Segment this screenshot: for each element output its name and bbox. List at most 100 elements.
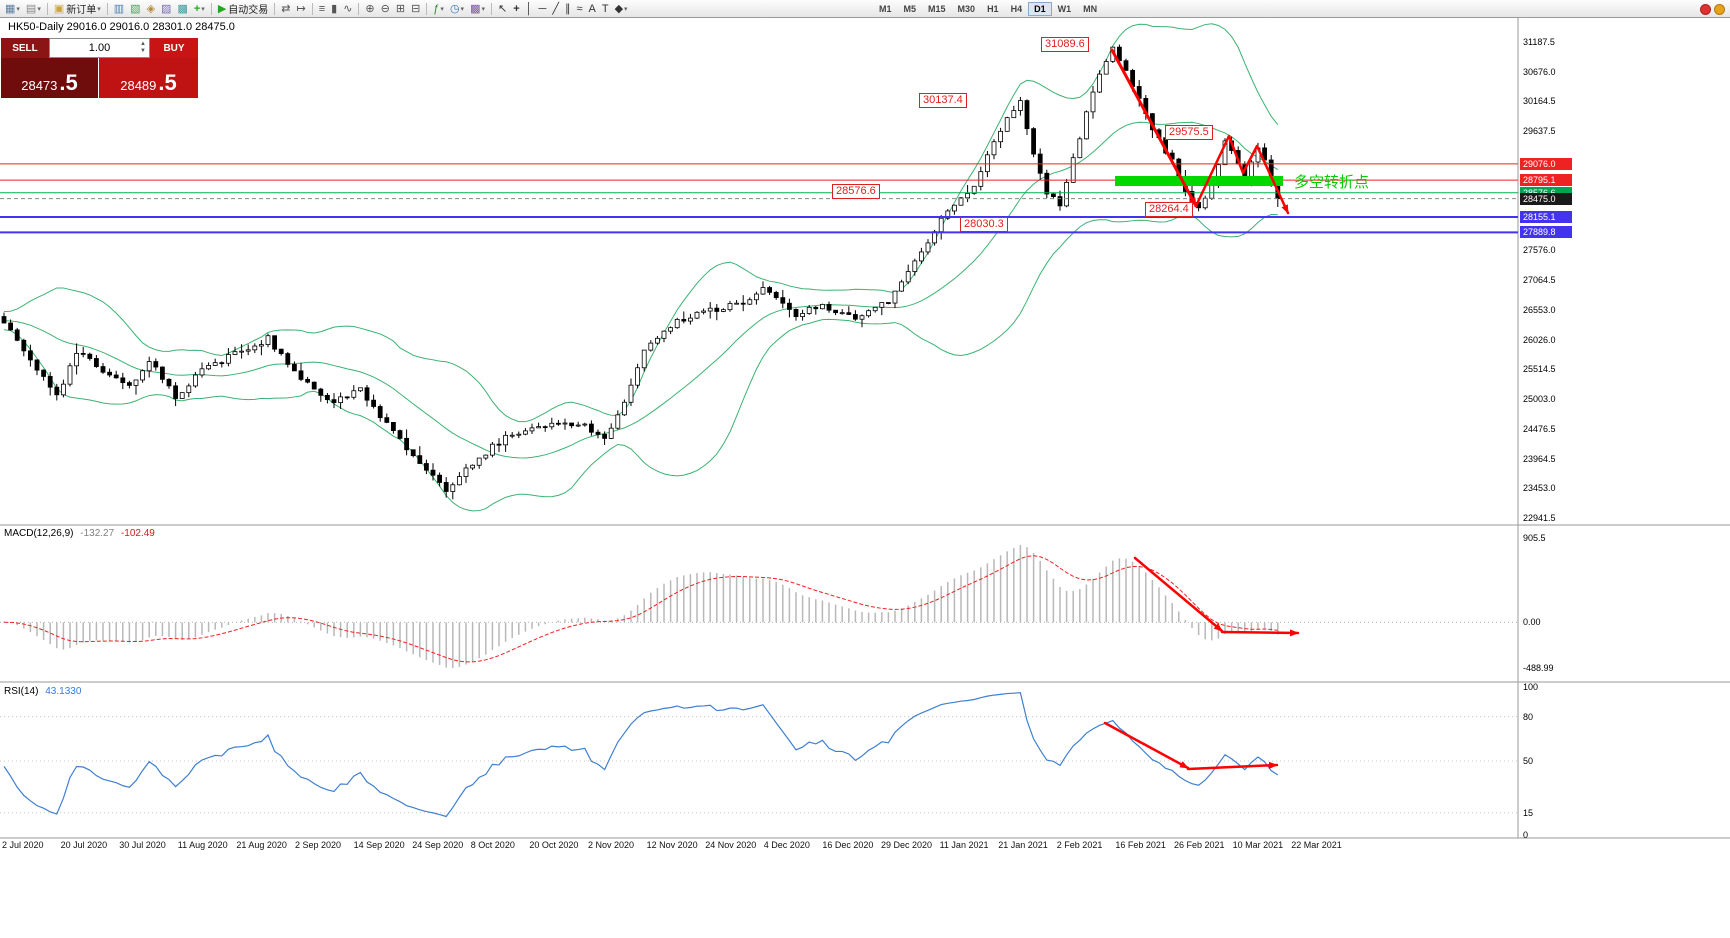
news-status-icon[interactable] <box>1714 4 1725 15</box>
timeframe-m30-button[interactable]: M30 <box>957 3 976 14</box>
text-label-icon[interactable]: T <box>599 1 612 16</box>
toolbar-separator <box>106 2 108 15</box>
dropdown-arrow-icon: ▾ <box>481 5 485 13</box>
zoom-out-icon[interactable]: ⊖ <box>378 1 393 16</box>
toolbar-separator <box>426 2 428 15</box>
toolbar-separator <box>46 2 48 15</box>
volume-down-button[interactable]: ▼ <box>140 48 146 54</box>
dropdown-arrow-icon: ▾ <box>97 5 101 13</box>
bar-chart-icon-glyph: ≡ <box>318 2 326 15</box>
terminal-icon-glyph: ▨ <box>161 3 172 15</box>
new-order-icon-glyph: ▣ <box>53 3 65 15</box>
fibonacci-icon-glyph: ≈ <box>576 2 583 15</box>
market-watch-icon[interactable]: ▥ <box>111 1 127 16</box>
charts-window-icon[interactable]: ▦ ▾ <box>2 1 23 16</box>
timeframe-m15-button[interactable]: M15 <box>928 3 946 14</box>
dropdown-arrow-icon: ▾ <box>460 5 465 13</box>
candlestick-chart-icon-glyph: ▮ <box>331 3 338 15</box>
autotrading-icon[interactable]: ▶ 自动交易 <box>215 1 271 16</box>
channel-icon[interactable]: ∥ <box>562 1 574 16</box>
tile-windows-icon[interactable]: ⊞ <box>393 1 408 16</box>
terminal-icon[interactable]: ▨ <box>158 1 174 16</box>
text-icon[interactable]: A <box>585 1 598 16</box>
symbol-ohlc-header: HK50-Daily 29016.0 29016.0 28301.0 28475… <box>8 21 235 33</box>
cursor-icon[interactable]: ↖ <box>495 1 510 16</box>
text-label-icon-glyph: T <box>601 2 609 15</box>
candlestick-chart-icon[interactable]: ▮ <box>328 1 340 16</box>
sell-button[interactable]: SELL <box>1 38 49 58</box>
fibonacci-icon[interactable]: ≈ <box>573 1 585 16</box>
crosshair-icon[interactable]: + <box>510 1 522 16</box>
macd-value: -132.27 <box>80 528 115 539</box>
line-chart-icon[interactable]: ∿ <box>340 1 355 16</box>
zoom-in-icon-glyph: ⊕ <box>365 3 375 15</box>
buy-price-main: 28489 <box>120 77 157 93</box>
timeframe-d1-button[interactable]: D1 <box>1028 1 1052 16</box>
rsi-value: 43.1330 <box>45 686 82 697</box>
autotrading-icon-glyph: ▶ <box>217 3 227 15</box>
shapes-icon[interactable]: ◆ ▾ <box>612 1 631 16</box>
dropdown-arrow-icon: ▾ <box>201 5 205 13</box>
new-order-icon[interactable]: ▣ 新订单 ▾ <box>51 1 104 16</box>
vertical-line-icon-glyph: │ <box>525 2 533 15</box>
chart-shift-icon[interactable]: ↦ <box>294 1 309 16</box>
turning-point-annotation: 多空转折点 <box>1294 174 1370 191</box>
indicators-icon[interactable]: ƒ ▾ <box>430 1 447 16</box>
volume-up-button[interactable]: ▲ <box>140 41 146 47</box>
templates-icon[interactable]: ▩ ▾ <box>467 1 488 16</box>
data-window-icon-glyph: ▧ <box>130 3 141 15</box>
dropdown-arrow-icon: ▾ <box>16 5 20 13</box>
charts-window-icon-glyph: ▦ <box>5 3 16 15</box>
timeframe-w1-button[interactable]: W1 <box>1057 3 1072 14</box>
buy-price-display[interactable]: 28489.5 <box>99 58 198 98</box>
chart-canvas[interactable] <box>0 18 1730 938</box>
rsi-name: RSI(14) <box>4 686 39 697</box>
zoom-out-icon-glyph: ⊖ <box>380 3 390 15</box>
timeframe-m5-button[interactable]: M5 <box>903 3 917 14</box>
cascade-windows-icon-glyph: ⊟ <box>411 3 421 15</box>
trendline-icon[interactable]: ╱ <box>549 1 562 16</box>
vertical-line-icon[interactable]: │ <box>523 1 536 16</box>
trade-panel-price-row: 28473.5 28489.5 <box>1 58 198 98</box>
strategy-tester-icon-glyph: ▩ <box>177 3 188 15</box>
periods-icon[interactable]: ◷ ▾ <box>447 1 467 16</box>
timeframe-h1-button[interactable]: H1 <box>987 3 999 14</box>
templates-icon-glyph: ▩ <box>470 3 481 15</box>
volume-field: ▲ ▼ <box>49 38 150 58</box>
profiles-icon-glyph: ▤ <box>25 3 37 15</box>
timeframe-h4-button[interactable]: H4 <box>1010 3 1023 14</box>
profiles-icon[interactable]: ▤ ▾ <box>23 1 44 16</box>
toolbar-separator <box>274 2 276 15</box>
strategy-tester-icon[interactable]: ▩ <box>174 1 190 16</box>
toolbar: ▦ ▾ ▤ ▾ ▣ 新订单 ▾ ▥ ▧ ◈ ▨ ▩ + ▾ ▶ 自动交易 ⇄ ↦ ≡ ▮ ∿ ⊕ ⊖ ⊞ ⊟ ƒ ▾ ◷ ▾ ▩ ▾ ↖ + │ ─… <box>0 0 1730 18</box>
toolbar-separator <box>358 2 360 15</box>
bar-chart-icon[interactable]: ≡ <box>316 1 328 16</box>
crosshair-icon-glyph: + <box>513 2 520 15</box>
new-chart-icon[interactable]: + ▾ <box>191 1 208 16</box>
sell-price-display[interactable]: 28473.5 <box>1 58 99 98</box>
buy-price-pips: .5 <box>158 70 177 96</box>
navigator-icon[interactable]: ◈ <box>144 1 158 16</box>
toolbar-separator <box>311 2 313 15</box>
market-watch-icon-glyph: ▥ <box>113 3 125 15</box>
cascade-windows-icon[interactable]: ⊟ <box>408 1 423 16</box>
data-window-icon[interactable]: ▧ <box>127 1 143 16</box>
zoom-in-icon[interactable]: ⊕ <box>362 1 377 16</box>
dropdown-arrow-icon: ▾ <box>37 5 41 13</box>
macd-indicator-label: MACD(12,26,9) -132.27 -102.49 <box>4 528 155 539</box>
toolbar-icons: ▦ ▾ ▤ ▾ ▣ 新订单 ▾ ▥ ▧ ◈ ▨ ▩ + ▾ ▶ 自动交易 ⇄ ↦ ≡ ▮ ∿ ⊕ ⊖ ⊞ ⊟ ƒ ▾ ◷ ▾ ▩ ▾ ↖ + │ ─… <box>0 1 631 16</box>
dropdown-arrow-icon: ▾ <box>624 5 628 13</box>
alert-status-icon[interactable] <box>1700 4 1711 15</box>
volume-input[interactable] <box>62 41 137 55</box>
trade-panel-top-row: SELL ▲ ▼ BUY <box>1 38 198 58</box>
navigator-icon-glyph: ◈ <box>146 3 156 15</box>
timeframe-mn-button[interactable]: MN <box>1083 3 1098 14</box>
timeframe-m1-button[interactable]: M1 <box>879 3 892 14</box>
buy-button[interactable]: BUY <box>150 38 198 58</box>
new-chart-icon-glyph: + <box>193 2 201 15</box>
sell-price-main: 28473 <box>21 77 58 93</box>
horizontal-line-icon[interactable]: ─ <box>536 1 550 16</box>
sell-price-pips: .5 <box>59 70 78 96</box>
auto-scroll-icon[interactable]: ⇄ <box>278 1 293 16</box>
